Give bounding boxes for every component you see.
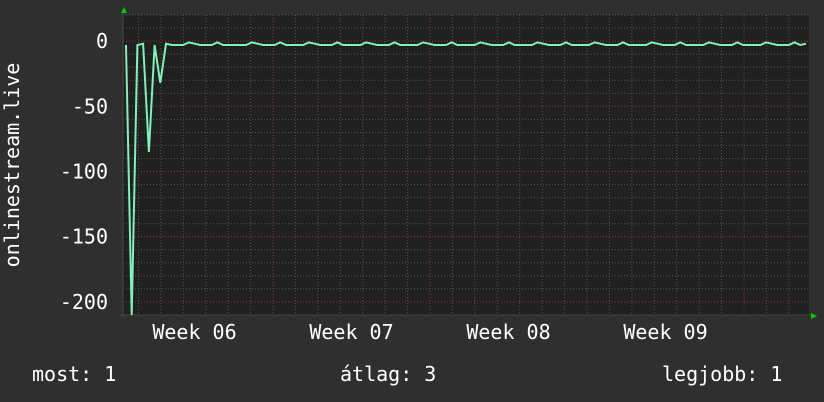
x-tick-label: Week 07 — [309, 320, 393, 344]
x-tick-label: Week 06 — [152, 320, 236, 344]
legend-max: legjobb: 1 — [662, 362, 783, 386]
x-tick-label: Week 08 — [466, 320, 550, 344]
y-tick-label: -150 — [60, 225, 108, 249]
y-tick-label: -50 — [72, 94, 108, 118]
series-line — [125, 41, 807, 316]
plot-area — [123, 15, 809, 315]
x-axis: Week 06 Week 07 Week 08 Week 09 — [152, 320, 707, 344]
y-axis-label: onlinestream.live — [0, 63, 24, 268]
legend-average: átlag: 3 — [340, 362, 437, 386]
y-axis: 0 -50 -100 -150 -200 — [60, 29, 108, 314]
y-tick-label: -100 — [60, 160, 108, 184]
y-tick-label: 0 — [96, 29, 108, 53]
y-tick-label: -200 — [60, 290, 108, 314]
y-axis-arrow-icon — [121, 7, 127, 13]
x-tick-label: Week 09 — [623, 320, 707, 344]
legend-current: most: 1 — [32, 362, 117, 386]
x-axis-arrow-icon — [811, 313, 817, 319]
grid — [120, 11, 813, 317]
